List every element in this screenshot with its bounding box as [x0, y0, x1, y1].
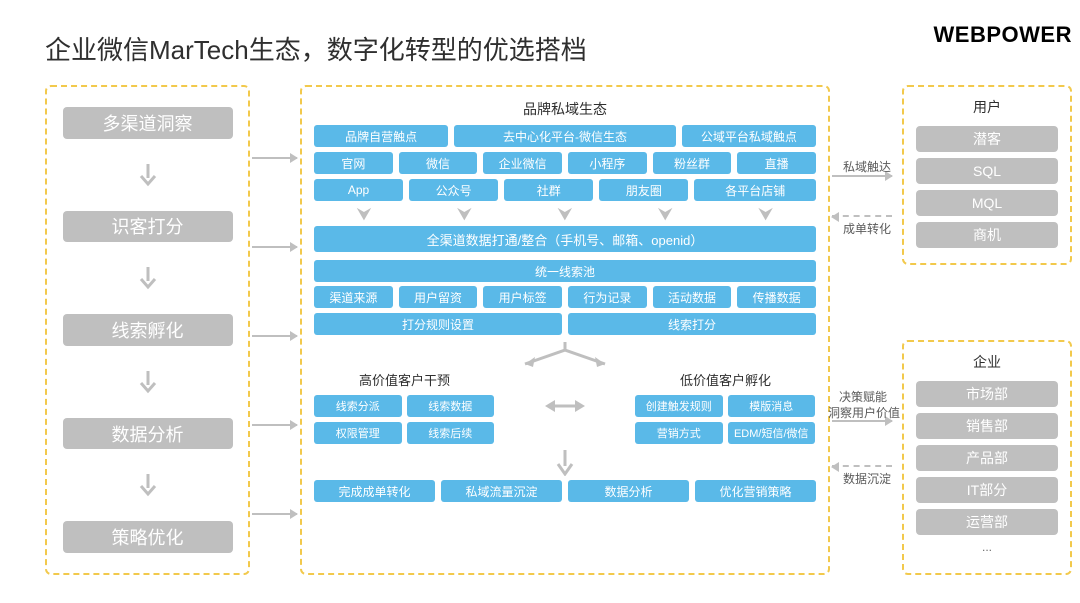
- low-value-col: 低价值客户孵化 创建触发规则 模版消息 营销方式 EDM/短信/微信: [635, 368, 816, 444]
- chip-convert: 完成成单转化: [314, 480, 435, 502]
- center-ecosystem: 品牌私域生态 品牌自营触点 去中心化平台-微信生态 公域平台私域触点 官网 微信…: [300, 85, 830, 575]
- integration-bar: 全渠道数据打通/整合（手机号、邮箱、openid）: [314, 226, 816, 252]
- chip-template-msg: 模版消息: [728, 395, 816, 417]
- enterprise-depts: 企业 市场部 销售部 产品部 IT部分 运营部 ...: [902, 340, 1072, 575]
- label-insight-1: 决策赋能: [839, 390, 887, 404]
- user-opportunity: 商机: [916, 222, 1058, 248]
- channels-row-2: App 公众号 社群 朋友圈 各平台店铺: [314, 179, 816, 201]
- brand-logo: WEBPOWER: [934, 22, 1072, 48]
- label-convert: 成单转化: [832, 220, 902, 237]
- chip-source: 渠道来源: [314, 286, 393, 308]
- step-optimize: 策略优化: [63, 521, 233, 553]
- chip-website: 官网: [314, 152, 393, 174]
- chevron-down-icon: ⮟: [758, 207, 773, 221]
- dept-sales: 销售部: [916, 413, 1058, 439]
- chevron-down-icon: ⮟: [457, 207, 472, 221]
- chevron-down-icon: ⮟: [557, 207, 572, 221]
- chip-self-touchpoint: 品牌自营触点: [314, 125, 448, 147]
- dept-marketing: 市场部: [916, 381, 1058, 407]
- chevron-row: ⮟ ⮟ ⮟ ⮟ ⮟: [314, 207, 816, 221]
- value-split: 高价值客户干预 线索分派 线索数据 权限管理 线索后续 低价值客户孵化 创建触发…: [314, 368, 816, 444]
- connector-arrow: [252, 513, 297, 515]
- chip-live: 直播: [737, 152, 816, 174]
- down-arrow-icon: [138, 267, 158, 289]
- chip-public-touchpoint: 公域平台私域触点: [682, 125, 816, 147]
- page-title: 企业微信MarTech生态，数字化转型的优选搭档: [45, 30, 587, 67]
- chip-tag: 用户标签: [483, 286, 562, 308]
- chip-wework: 企业微信: [483, 152, 562, 174]
- step-multichannel: 多渠道洞察: [63, 107, 233, 139]
- label-insight: 决策赋能 洞察用户价值: [828, 390, 898, 421]
- user-funnel: 用户 潜客 SQL MQL 商机: [902, 85, 1072, 265]
- user-sql: SQL: [916, 158, 1058, 184]
- chip-analyze: 数据分析: [568, 480, 689, 502]
- chip-optimize: 优化营销策略: [695, 480, 816, 502]
- dept-more: ...: [982, 540, 992, 554]
- chip-official-account: 公众号: [409, 179, 498, 201]
- diverge-arrows: [505, 340, 625, 368]
- down-arrow-icon: [138, 474, 158, 496]
- connector-arrow: [252, 424, 297, 426]
- chip-wechat: 微信: [399, 152, 478, 174]
- chip-behavior: 行为记录: [568, 286, 647, 308]
- down-arrow-icon: [555, 450, 575, 476]
- arrow-to-user: [832, 175, 892, 177]
- chip-moments: 朋友圈: [599, 179, 688, 201]
- section-title-brand: 品牌私域生态: [523, 99, 607, 119]
- chip-store: 各平台店铺: [694, 179, 816, 201]
- chip-lead-score: 线索打分: [568, 313, 816, 335]
- chip-userinfo: 用户留资: [399, 286, 478, 308]
- lead-pool: 统一线索池: [314, 260, 816, 282]
- chip-app: App: [314, 179, 403, 201]
- chip-deposit: 私域流量沉淀: [441, 480, 562, 502]
- chip-followup: 线索后续: [407, 422, 495, 444]
- high-value-col: 高价值客户干预 线索分派 线索数据 权限管理 线索后续: [314, 368, 495, 444]
- chip-permission: 权限管理: [314, 422, 402, 444]
- chip-wechat-platform: 去中心化平台-微信生态: [454, 125, 676, 147]
- chip-spread: 传播数据: [737, 286, 816, 308]
- connector-arrow: [252, 335, 297, 337]
- chip-trigger-rule: 创建触发规则: [635, 395, 723, 417]
- pool-attributes: 渠道来源 用户留资 用户标签 行为记录 活动数据 传播数据: [314, 286, 816, 308]
- arrow-from-enterprise: [832, 465, 892, 467]
- chip-assign: 线索分派: [314, 395, 402, 417]
- channels-row-1: 官网 微信 企业微信 小程序 粉丝群 直播: [314, 152, 816, 174]
- chip-marketing: 营销方式: [635, 422, 723, 444]
- chip-score-rule: 打分规则设置: [314, 313, 562, 335]
- step-incubate: 线索孵化: [63, 314, 233, 346]
- connector-arrow: [252, 157, 297, 159]
- left-pipeline: 多渠道洞察 识客打分 线索孵化 数据分析 策略优化: [45, 85, 250, 575]
- step-identify: 识客打分: [63, 211, 233, 243]
- chip-edm: EDM/短信/微信: [728, 422, 816, 444]
- chip-community: 社群: [504, 179, 593, 201]
- label-insight-2: 洞察用户价值: [828, 406, 900, 420]
- chip-fangroup: 粉丝群: [653, 152, 732, 174]
- step-analyze: 数据分析: [63, 418, 233, 450]
- chevron-down-icon: ⮟: [658, 207, 673, 221]
- pool-scoring: 打分规则设置 线索打分: [314, 313, 816, 335]
- touchpoint-categories: 品牌自营触点 去中心化平台-微信生态 公域平台私域触点: [314, 125, 816, 147]
- down-arrow-icon: [138, 164, 158, 186]
- dept-ops: 运营部: [916, 509, 1058, 535]
- user-prospect: 潜客: [916, 126, 1058, 152]
- outcome-row: 完成成单转化 私域流量沉淀 数据分析 优化营销策略: [314, 480, 816, 502]
- down-arrow-icon: [138, 371, 158, 393]
- dept-it: IT部分: [916, 477, 1058, 503]
- label-reach: 私域触达: [832, 158, 902, 175]
- arrow-from-user: [832, 215, 892, 217]
- chip-activity: 活动数据: [653, 286, 732, 308]
- chip-lead-data: 线索数据: [407, 395, 495, 417]
- chip-miniprogram: 小程序: [568, 152, 647, 174]
- user-mql: MQL: [916, 190, 1058, 216]
- bidirectional-arrow-icon: [545, 396, 585, 416]
- chevron-down-icon: ⮟: [357, 207, 372, 221]
- label-deposit: 数据沉淀: [832, 470, 902, 487]
- enterprise-title: 企业: [973, 352, 1001, 372]
- connector-arrow: [252, 246, 297, 248]
- dept-product: 产品部: [916, 445, 1058, 471]
- low-value-title: 低价值客户孵化: [635, 370, 816, 389]
- high-value-title: 高价值客户干预: [314, 370, 495, 389]
- user-title: 用户: [973, 97, 1001, 117]
